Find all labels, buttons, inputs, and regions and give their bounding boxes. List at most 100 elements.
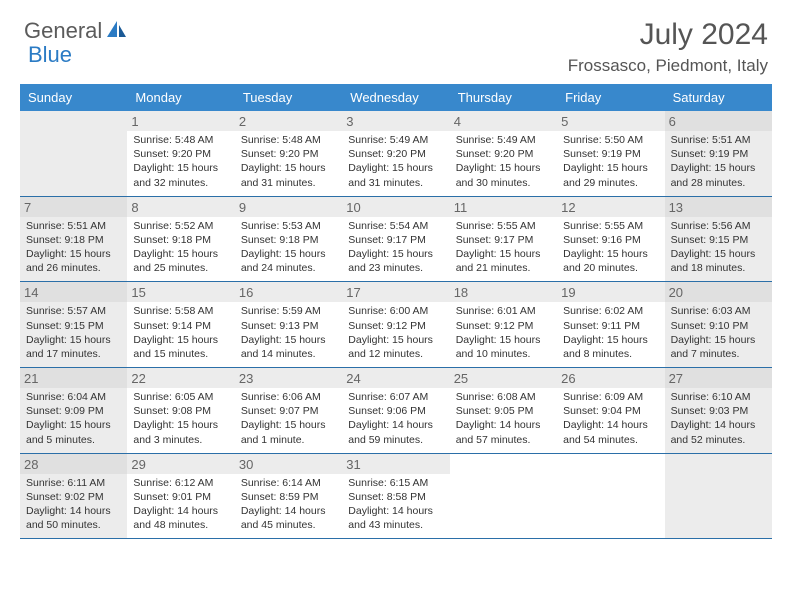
daylight-text: Daylight: 15 hours and 21 minutes. [456,247,551,275]
day-info: Sunrise: 6:04 AMSunset: 9:09 PMDaylight:… [26,390,121,447]
day-cell: 31Sunrise: 6:15 AMSunset: 8:58 PMDayligh… [342,454,449,539]
day-info: Sunrise: 5:51 AMSunset: 9:19 PMDaylight:… [671,133,766,190]
sunrise-text: Sunrise: 5:48 AM [241,133,336,147]
weekday-header: Tuesday [235,84,342,111]
day-number: 30 [235,454,342,474]
day-cell: 22Sunrise: 6:05 AMSunset: 9:08 PMDayligh… [127,368,234,453]
sunset-text: Sunset: 9:12 PM [348,319,443,333]
day-info: Sunrise: 5:55 AMSunset: 9:17 PMDaylight:… [456,219,551,276]
day-info: Sunrise: 6:05 AMSunset: 9:08 PMDaylight:… [133,390,228,447]
day-info: Sunrise: 6:02 AMSunset: 9:11 PMDaylight:… [563,304,658,361]
week-row: 21Sunrise: 6:04 AMSunset: 9:09 PMDayligh… [20,368,772,454]
sunset-text: Sunset: 9:12 PM [456,319,551,333]
day-number: 17 [342,282,449,302]
sunset-text: Sunset: 9:07 PM [241,404,336,418]
sunrise-text: Sunrise: 5:55 AM [563,219,658,233]
day-cell: 2Sunrise: 5:48 AMSunset: 9:20 PMDaylight… [235,111,342,196]
daylight-text: Daylight: 14 hours and 48 minutes. [133,504,228,532]
weeks-container: 1 Sunrise: 5:48 AM Sunset: 9:20 PM Daylight… [20,111,772,539]
daylight-text: Daylight: 15 hours and 26 minutes. [26,247,121,275]
day-info: Sunrise: 5:55 AMSunset: 9:16 PMDaylight:… [563,219,658,276]
weekday-header: Saturday [665,84,772,111]
sunrise-text: Sunrise: 6:08 AM [456,390,551,404]
brand-text-2: Blue [28,42,72,67]
day-cell: 3Sunrise: 5:49 AMSunset: 9:20 PMDaylight… [342,111,449,196]
header: General July 2024 Frossasco, Piedmont, I… [0,0,792,84]
empty-cell [450,454,557,539]
daylight-text: Daylight: 15 hours and 30 minutes. [456,161,551,189]
sunset-text: Sunset: 9:04 PM [563,404,658,418]
weekday-header: Thursday [450,84,557,111]
daylight-text: Daylight: 14 hours and 52 minutes. [671,418,766,446]
day-cell: 6Sunrise: 5:51 AMSunset: 9:19 PMDaylight… [665,111,772,196]
day-cell: 10Sunrise: 5:54 AMSunset: 9:17 PMDayligh… [342,197,449,282]
calendar: SundayMondayTuesdayWednesdayThursdayFrid… [0,84,792,539]
daylight-text: Daylight: 14 hours and 57 minutes. [456,418,551,446]
day-number: 11 [450,197,557,217]
sunset-text: Sunset: 9:14 PM [133,319,228,333]
brand-sail-icon [106,19,128,44]
daylight-text: Daylight: 15 hours and 1 minute. [241,418,336,446]
sunrise-text: Sunrise: 5:53 AM [241,219,336,233]
day-cell: 7Sunrise: 5:51 AMSunset: 9:18 PMDaylight… [20,197,127,282]
sunrise-text: Sunrise: 5:48 AM [133,133,228,147]
day-info: Sunrise: 5:50 AMSunset: 9:19 PMDaylight:… [563,133,658,190]
sunrise-text: Sunrise: 6:03 AM [671,304,766,318]
sunset-text: Sunset: 9:18 PM [26,233,121,247]
day-info: Sunrise: 6:07 AMSunset: 9:06 PMDaylight:… [348,390,443,447]
sunset-text: Sunset: 8:59 PM [241,490,336,504]
daylight-text: Daylight: 14 hours and 43 minutes. [348,504,443,532]
sunset-text: Sunset: 9:11 PM [563,319,658,333]
daylight-text: Daylight: 15 hours and 17 minutes. [26,333,121,361]
day-cell: 20Sunrise: 6:03 AMSunset: 9:10 PMDayligh… [665,282,772,367]
day-info: Sunrise: 6:14 AMSunset: 8:59 PMDaylight:… [241,476,336,533]
brand-logo: General [24,18,130,44]
day-cell: 24Sunrise: 6:07 AMSunset: 9:06 PMDayligh… [342,368,449,453]
weekday-header: Sunday [20,84,127,111]
day-cell: 18Sunrise: 6:01 AMSunset: 9:12 PMDayligh… [450,282,557,367]
week-row: 28Sunrise: 6:11 AMSunset: 9:02 PMDayligh… [20,454,772,540]
day-cell: 13Sunrise: 5:56 AMSunset: 9:15 PMDayligh… [665,197,772,282]
daylight-text: Daylight: 15 hours and 23 minutes. [348,247,443,275]
sunrise-text: Sunrise: 5:51 AM [26,219,121,233]
day-number: 1 [127,111,234,131]
day-number: 5 [557,111,664,131]
daylight-text: Daylight: 15 hours and 25 minutes. [133,247,228,275]
day-info: Sunrise: 5:52 AMSunset: 9:18 PMDaylight:… [133,219,228,276]
sunset-text: Sunset: 9:17 PM [348,233,443,247]
week-row: 14Sunrise: 5:57 AMSunset: 9:15 PMDayligh… [20,282,772,368]
day-info: Sunrise: 5:59 AMSunset: 9:13 PMDaylight:… [241,304,336,361]
sunrise-text: Sunrise: 6:04 AM [26,390,121,404]
daylight-text: Daylight: 15 hours and 32 minutes. [133,161,228,189]
daylight-text: Daylight: 15 hours and 12 minutes. [348,333,443,361]
day-number: 20 [665,282,772,302]
sunset-text: Sunset: 9:08 PM [133,404,228,418]
sunrise-text: Sunrise: 6:11 AM [26,476,121,490]
day-cell: 4Sunrise: 5:49 AMSunset: 9:20 PMDaylight… [450,111,557,196]
location-text: Frossasco, Piedmont, Italy [568,56,768,76]
sunrise-text: Sunrise: 6:10 AM [671,390,766,404]
weekday-header: Friday [557,84,664,111]
brand-text-2-wrap: Blue [28,42,72,68]
day-number: 16 [235,282,342,302]
sunrise-text: Sunrise: 6:02 AM [563,304,658,318]
day-number: 6 [665,111,772,131]
day-cell: 19Sunrise: 6:02 AMSunset: 9:11 PMDayligh… [557,282,664,367]
day-cell: 29Sunrise: 6:12 AMSunset: 9:01 PMDayligh… [127,454,234,539]
sunset-text: Sunset: 9:15 PM [671,233,766,247]
sunset-text: Sunset: 9:02 PM [26,490,121,504]
day-info: Sunrise: 6:12 AMSunset: 9:01 PMDaylight:… [133,476,228,533]
sunset-text: Sunset: 9:20 PM [348,147,443,161]
day-info: Sunrise: 6:01 AMSunset: 9:12 PMDaylight:… [456,304,551,361]
sunset-text: Sunset: 9:19 PM [671,147,766,161]
day-cell: 23Sunrise: 6:06 AMSunset: 9:07 PMDayligh… [235,368,342,453]
day-number: 8 [127,197,234,217]
sunrise-text: Sunrise: 5:56 AM [671,219,766,233]
sunrise-text: Sunrise: 6:01 AM [456,304,551,318]
day-number: 31 [342,454,449,474]
day-cell: 27Sunrise: 6:10 AMSunset: 9:03 PMDayligh… [665,368,772,453]
sunset-text: Sunset: 9:13 PM [241,319,336,333]
weekday-header-row: SundayMondayTuesdayWednesdayThursdayFrid… [20,84,772,111]
day-number: 25 [450,368,557,388]
sunrise-text: Sunrise: 6:14 AM [241,476,336,490]
